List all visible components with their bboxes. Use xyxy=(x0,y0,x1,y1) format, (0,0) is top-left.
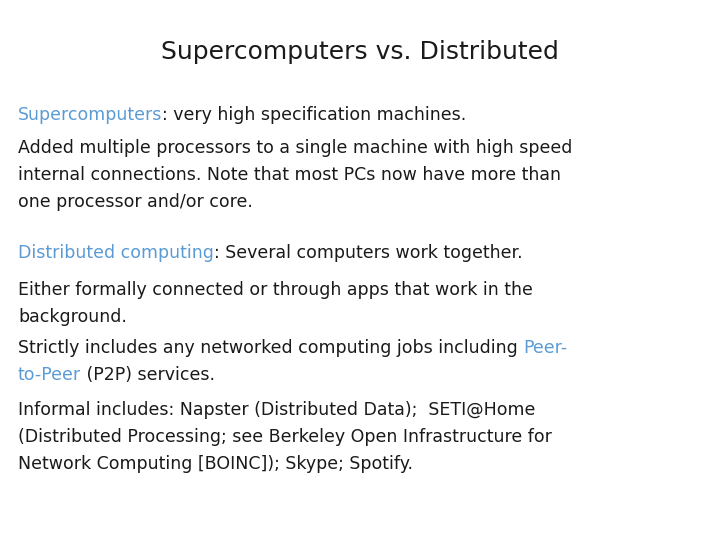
Text: Supercomputers vs. Distributed: Supercomputers vs. Distributed xyxy=(161,40,559,64)
Text: Distributed computing: Distributed computing xyxy=(18,244,214,262)
Text: Peer-: Peer- xyxy=(523,339,567,357)
Text: (Distributed Processing; see Berkeley Open Infrastructure for: (Distributed Processing; see Berkeley Op… xyxy=(18,428,552,446)
Text: Added multiple processors to a single machine with high speed: Added multiple processors to a single ma… xyxy=(18,139,572,157)
Text: Strictly includes any networked computing jobs including: Strictly includes any networked computin… xyxy=(18,339,523,357)
Text: Either formally connected or through apps that work in the: Either formally connected or through app… xyxy=(18,281,533,299)
Text: internal connections. Note that most PCs now have more than: internal connections. Note that most PCs… xyxy=(18,166,561,184)
Text: (P2P) services.: (P2P) services. xyxy=(81,366,215,384)
Text: one processor and/or core.: one processor and/or core. xyxy=(18,193,253,211)
Text: to-Peer: to-Peer xyxy=(18,366,81,384)
Text: : very high specification machines.: : very high specification machines. xyxy=(163,106,467,124)
Text: background.: background. xyxy=(18,308,127,326)
Text: Network Computing [BOINC]); Skype; Spotify.: Network Computing [BOINC]); Skype; Spoti… xyxy=(18,455,413,473)
Text: Supercomputers: Supercomputers xyxy=(18,106,163,124)
Text: : Several computers work together.: : Several computers work together. xyxy=(214,244,523,262)
Text: Informal includes: Napster (Distributed Data);  SETI@Home: Informal includes: Napster (Distributed … xyxy=(18,401,536,419)
